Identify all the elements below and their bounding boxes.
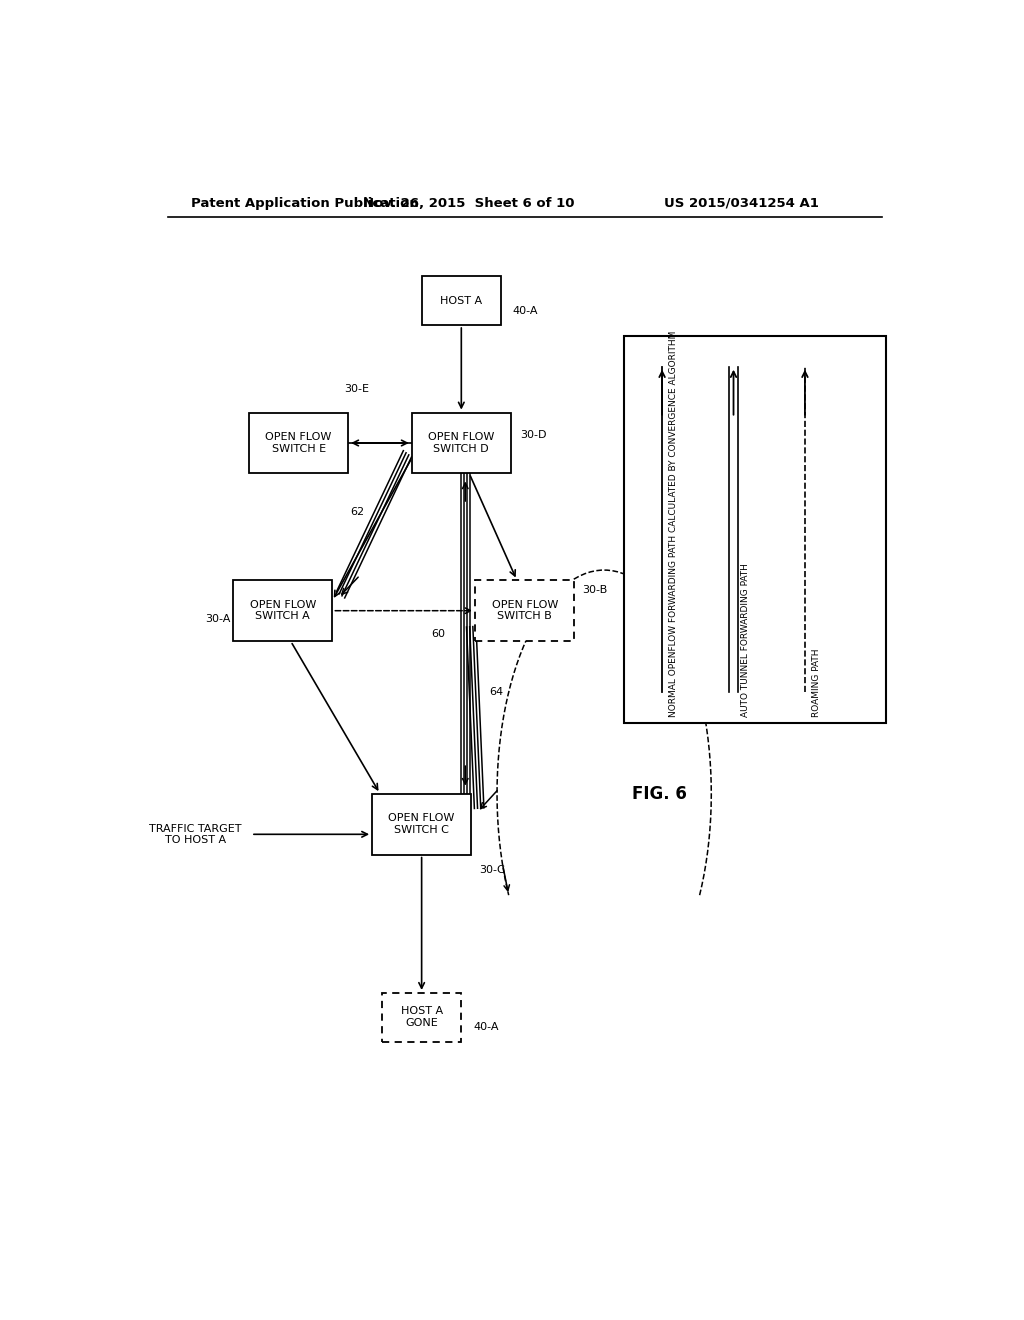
Text: AUTO TUNNEL FORWARDING PATH: AUTO TUNNEL FORWARDING PATH <box>741 564 750 718</box>
Text: 60: 60 <box>431 628 445 639</box>
Text: NORMAL OPENFLOW FORWARDING PATH CALCULATED BY CONVERGENCE ALGORITHM: NORMAL OPENFLOW FORWARDING PATH CALCULAT… <box>670 331 679 718</box>
Text: 64: 64 <box>489 688 503 697</box>
Text: 62: 62 <box>350 507 365 516</box>
Text: HOST A: HOST A <box>440 296 482 306</box>
FancyBboxPatch shape <box>382 993 462 1041</box>
Text: Patent Application Publication: Patent Application Publication <box>191 197 419 210</box>
Text: FIG. 6: FIG. 6 <box>632 784 687 803</box>
FancyBboxPatch shape <box>624 337 886 722</box>
Text: TRAFFIC TARGET
TO HOST A: TRAFFIC TARGET TO HOST A <box>150 824 242 845</box>
Text: HOST A
GONE: HOST A GONE <box>400 1006 442 1028</box>
Text: 30-A: 30-A <box>206 614 230 624</box>
Text: ROAMING PATH: ROAMING PATH <box>812 649 821 718</box>
Text: OPEN FLOW
SWITCH B: OPEN FLOW SWITCH B <box>492 599 558 622</box>
FancyBboxPatch shape <box>475 581 574 642</box>
Text: 30-E: 30-E <box>344 384 370 395</box>
Text: 40-A: 40-A <box>473 1023 499 1032</box>
Text: OPEN FLOW
SWITCH A: OPEN FLOW SWITCH A <box>250 599 316 622</box>
Text: 30-B: 30-B <box>583 585 607 595</box>
Text: US 2015/0341254 A1: US 2015/0341254 A1 <box>664 197 818 210</box>
Text: Nov. 26, 2015  Sheet 6 of 10: Nov. 26, 2015 Sheet 6 of 10 <box>364 197 575 210</box>
FancyBboxPatch shape <box>233 581 333 642</box>
Text: 40-A: 40-A <box>513 306 539 315</box>
Text: 30-D: 30-D <box>520 430 547 440</box>
FancyBboxPatch shape <box>372 793 471 854</box>
Text: OPEN FLOW
SWITCH E: OPEN FLOW SWITCH E <box>265 432 332 454</box>
Text: OPEN FLOW
SWITCH C: OPEN FLOW SWITCH C <box>388 813 455 836</box>
FancyBboxPatch shape <box>412 412 511 474</box>
FancyBboxPatch shape <box>249 412 348 474</box>
FancyBboxPatch shape <box>422 276 501 325</box>
Text: 30-C: 30-C <box>479 865 505 875</box>
Text: OPEN FLOW
SWITCH D: OPEN FLOW SWITCH D <box>428 432 495 454</box>
